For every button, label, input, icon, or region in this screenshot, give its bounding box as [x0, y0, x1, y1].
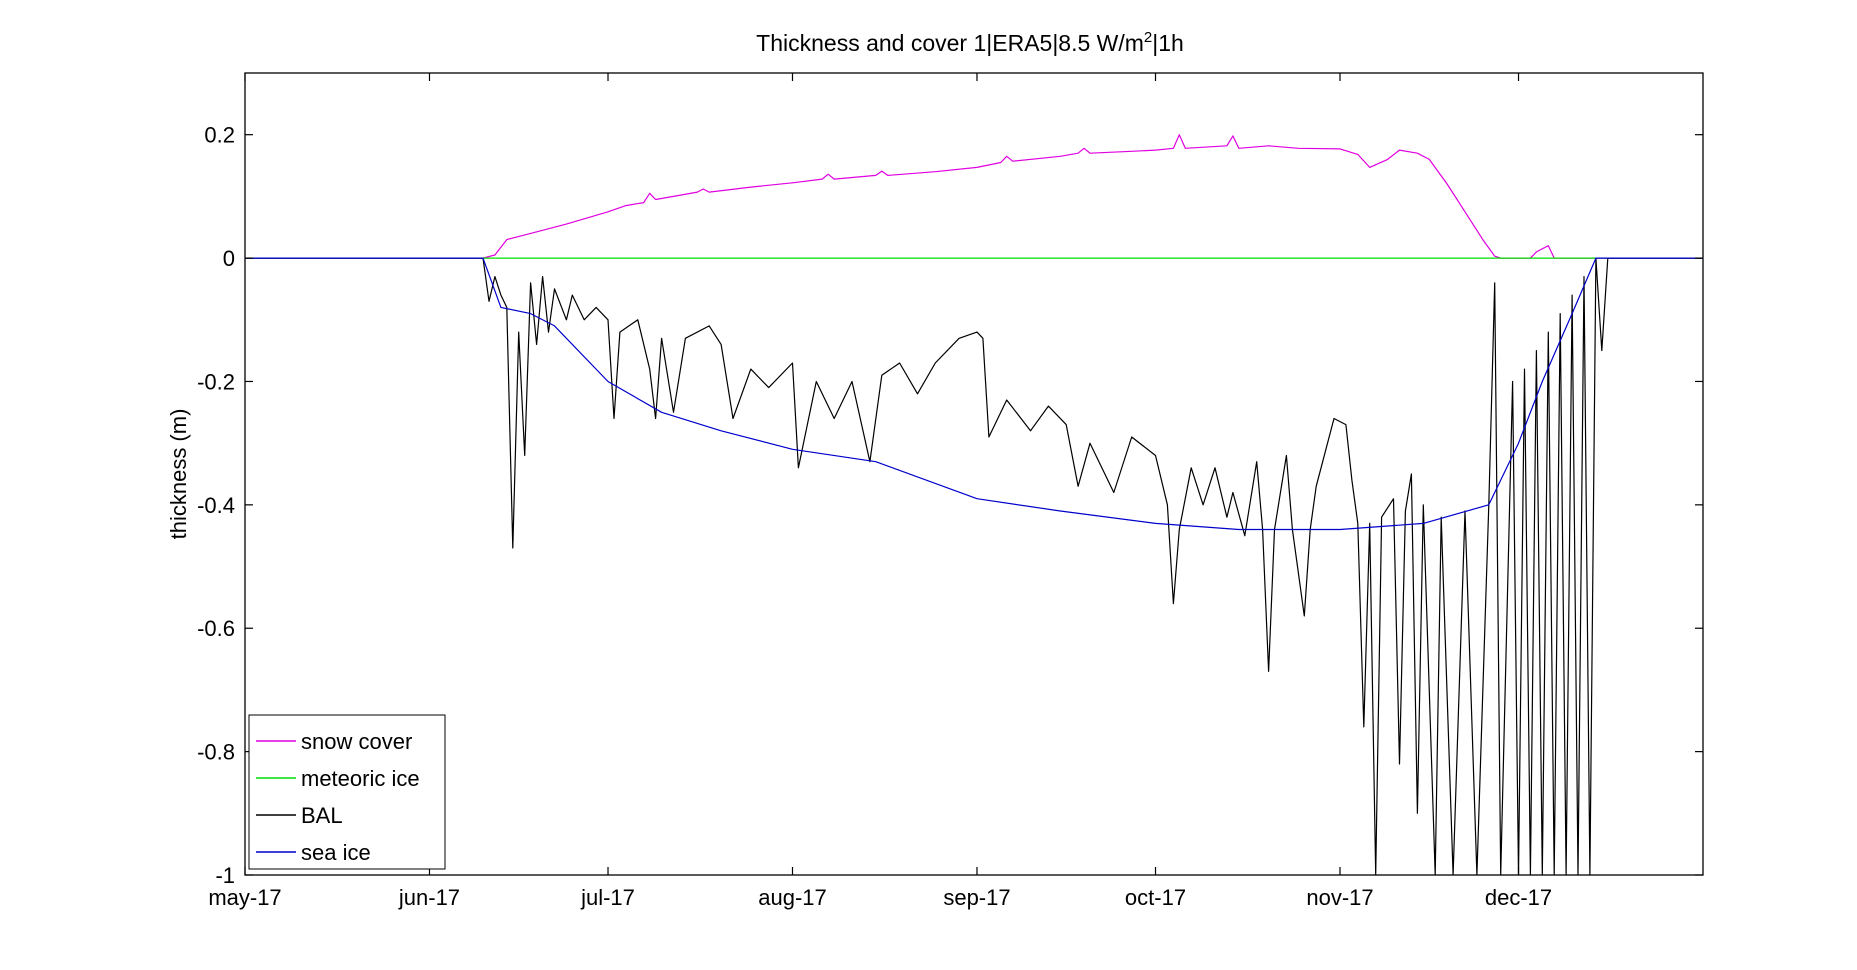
legend: snow cover meteoric ice BAL sea ice [248, 714, 446, 870]
x-tick-label: nov-17 [1306, 885, 1373, 910]
y-tick-label: -0.2 [197, 369, 235, 394]
legend-label-sea-ice: sea ice [301, 840, 371, 865]
series-line-sea-ice [245, 257, 1703, 531]
y-tick-label: 0 [223, 246, 235, 271]
y-tick-label: -0.8 [197, 740, 235, 765]
y-tick-label: -1 [215, 863, 235, 888]
y-tick-label: -0.4 [197, 493, 235, 518]
series-line-snow-cover [245, 134, 1703, 259]
legend-label-meteoric-ice: meteoric ice [301, 766, 420, 791]
x-tick-label: jun-17 [398, 885, 460, 910]
x-tick-label: dec-17 [1485, 885, 1552, 910]
series-line-BAL [245, 257, 1703, 876]
legend-label-BAL: BAL [301, 803, 343, 828]
axis-ticks: may-17 jun-17 jul-17 aug-17 sep-17 oct-17 nov-… [197, 73, 1703, 910]
x-tick-label: sep-17 [943, 885, 1010, 910]
series-layer [245, 134, 1703, 876]
y-axis-label: thickness (m) [166, 409, 191, 540]
y-tick-label: -0.6 [197, 616, 235, 641]
x-tick-label: oct-17 [1125, 885, 1186, 910]
x-tick-label: aug-17 [758, 885, 827, 910]
legend-label-snow-cover: snow cover [301, 729, 412, 754]
plot-frame [244, 72, 1704, 876]
x-tick-label: jul-17 [580, 885, 635, 910]
y-tick-label: 0.2 [204, 123, 235, 148]
chart-title: Thickness and cover 1|ERA5|8.5 W/m2|1h [756, 29, 1184, 56]
x-tick-label: may-17 [208, 885, 281, 910]
